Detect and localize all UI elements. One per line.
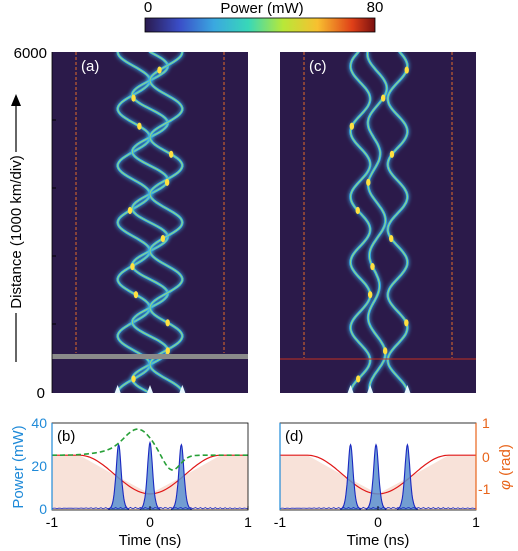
phase-tick-1: 1: [482, 415, 490, 431]
panel-d-xtick-m1: -1: [274, 514, 287, 530]
pulse-line: [340, 443, 362, 510]
green-phase-curve: [52, 428, 248, 471]
panel-a-launch-marker: [114, 385, 121, 393]
power-tick-40: 40: [31, 415, 47, 431]
panel-a-collision-peak: [168, 150, 174, 158]
panel-b-xtick-1: 1: [244, 514, 252, 530]
panel-a-launch-marker: [147, 385, 153, 393]
panel-b-lineout: (b) 40 20 0 Power (mW) -1 0 1 Time (ns): [10, 415, 252, 549]
panel-c-collision-peak: [355, 206, 360, 215]
phase-shaded-region: [280, 455, 476, 510]
pulse-fill: [171, 444, 192, 510]
colorbar-max-label: 80: [367, 0, 384, 16]
panel-c-traces: [347, 52, 411, 393]
panel-b-xtick-m1: -1: [46, 514, 59, 530]
power-tick-0: 0: [39, 501, 47, 517]
panel-a-collision-peak: [127, 206, 133, 215]
panel-c-collision-peak: [404, 66, 409, 74]
colorbar-title: Power (mW): [220, 0, 303, 17]
panel-c-label: (c): [309, 58, 327, 75]
panel-a-collision-peak: [137, 122, 142, 130]
panel-d-xlabel: Time (ns): [347, 532, 410, 549]
panel-a-gray-marker: [52, 354, 248, 359]
panel-c-soliton-core: [387, 52, 408, 393]
panel-d-lineout: (d) 1 0 -1 φ (rad) -1 0 1 Time (ns): [274, 415, 514, 549]
panel-a-collision-peak: [165, 347, 170, 355]
panel-a-collision-peak: [133, 291, 139, 299]
panel-c-collision-peak: [404, 319, 409, 327]
power-tick-20: 20: [31, 458, 47, 474]
colorbar-min-label: 0: [144, 0, 152, 16]
pulse-line: [170, 443, 192, 510]
panel-c-collision-peak: [366, 178, 371, 186]
pulse-line: [139, 440, 161, 510]
panel-d-label: (d): [285, 428, 303, 445]
panel-d-plot: [279, 443, 477, 510]
panel-c-soliton-core: [350, 52, 371, 393]
panel-b-xlabel: Time (ns): [119, 532, 182, 549]
panel-a-collision-peak: [130, 263, 135, 271]
colorbar: [144, 17, 376, 33]
panel-c-launch-marker: [347, 385, 354, 393]
panel-a-collision-peak: [160, 234, 166, 243]
pulse-fill: [397, 444, 418, 510]
panel-a-launch-marker: [179, 385, 186, 393]
phase-axis-label: φ (rad): [497, 444, 514, 490]
pulse-fill: [340, 444, 361, 510]
pulse-fill: [139, 442, 161, 510]
distance-arrow-head: [11, 94, 21, 106]
panel-c-collision-peak: [370, 263, 375, 271]
phase-tick-m1: -1: [478, 481, 491, 497]
panel-a-collision-peak: [131, 375, 136, 383]
pulse-line: [108, 443, 130, 510]
panel-c-launch-marker: [367, 385, 374, 393]
panel-a-soliton-core: [117, 52, 151, 393]
phase-axis-symbol: φ: [497, 480, 514, 490]
panel-b-xtick-0: 0: [146, 514, 154, 530]
distance-axis-label: Distance (1000 km/div): [8, 155, 25, 308]
panel-b-plot: [51, 428, 249, 510]
panel-a-label: (a): [81, 58, 99, 75]
panel-c-collision-peak: [380, 94, 386, 102]
panel-c-soliton-core: [367, 52, 388, 393]
panel-d-xtick-0: 0: [374, 514, 382, 530]
pulse-fill: [108, 444, 129, 510]
panel-c-collision-peak: [382, 347, 388, 355]
panel-a-collision-peak: [131, 94, 136, 102]
power-axis-label: Power (mW): [10, 425, 27, 508]
pulse-line: [365, 443, 387, 510]
panel-c-collision-peak: [389, 234, 394, 243]
pulse-line: [396, 443, 418, 510]
panel-c-launch-marker: [404, 385, 411, 393]
phase-axis-unit: (rad): [497, 444, 514, 480]
panel-c-collision-peak: [389, 150, 395, 158]
panel-c-collision-peak: [367, 291, 373, 299]
panel-a-soliton-core: [131, 52, 169, 393]
panel-a-collision-peak: [165, 319, 170, 327]
panel-a-traces: [114, 52, 186, 393]
phase-shaded-region: [52, 455, 248, 510]
panel-a-collision-peak: [164, 178, 170, 186]
pulse-fill: [365, 444, 387, 510]
distance-axis: 6000 0 Distance (1000 km/div): [8, 45, 56, 402]
panel-a-soliton-core: [149, 52, 183, 393]
distance-tick-6000: 6000: [14, 45, 47, 62]
panel-a-collision-peak: [157, 66, 162, 74]
panel-c-collision-peak: [356, 375, 361, 383]
panel-c-heatmap: (c): [280, 52, 476, 393]
panel-a-heatmap: (a): [52, 52, 248, 393]
panel-b-label: (b): [57, 428, 75, 445]
phase-tick-0: 0: [482, 449, 490, 465]
distance-tick-0: 0: [37, 385, 45, 402]
panel-c-collision-peak: [349, 122, 355, 130]
panel-d-xtick-1: 1: [472, 514, 480, 530]
